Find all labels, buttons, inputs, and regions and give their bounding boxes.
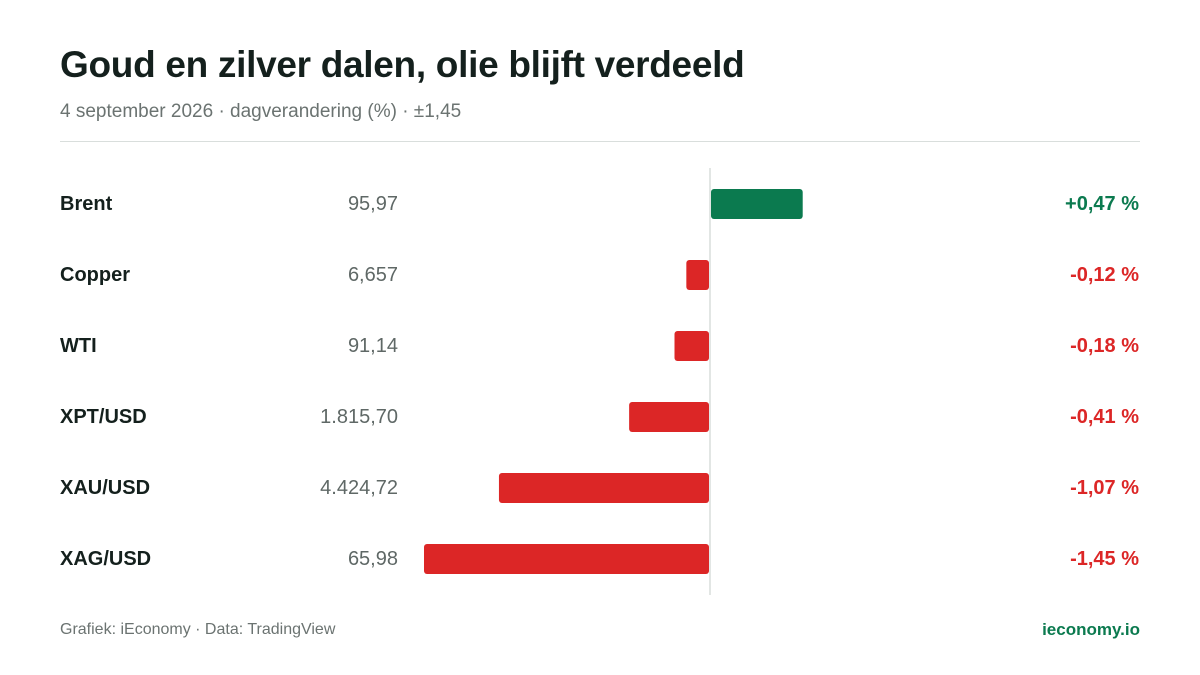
row-price-xpt-usd: 1.815,70 [320,406,398,428]
row-label-copper: Copper [60,264,130,286]
bar-wti [674,331,709,361]
bar-xag-usd [424,544,709,574]
header-divider [60,141,1140,142]
row-label-xpt-usd: XPT/USD [60,406,147,428]
row-price-xau-usd: 4.424,72 [320,477,398,499]
bar-xpt-usd [629,402,709,432]
row-label-brent: Brent [60,193,113,215]
chart-title: Goud en zilver dalen, olie blijft verdee… [60,44,745,85]
change-label-xag-usd: -1,45 % [1070,548,1139,570]
row-price-brent: 95,97 [348,193,398,215]
row-label-xag-usd: XAG/USD [60,548,151,570]
row-price-copper: 6,657 [348,264,398,286]
change-label-copper: -0,12 % [1070,264,1139,286]
bar-xau-usd [498,473,709,503]
change-label-brent: +0,47 % [1065,193,1139,215]
change-label-wti: -0,18 % [1070,335,1139,357]
change-label-xau-usd: -1,07 % [1070,477,1139,499]
bar-brent [711,189,803,219]
row-price-xag-usd: 65,98 [348,548,398,570]
row-label-wti: WTI [60,335,97,357]
row-price-wti: 91,14 [348,335,398,357]
bar-copper [686,260,709,290]
row-label-xau-usd: XAU/USD [60,477,150,499]
chart-subtitle: 4 september 2026 · dagverandering (%) · … [60,101,462,122]
change-label-xpt-usd: -0,41 % [1070,406,1139,428]
source-credit: Grafiek: iEconomy · Data: TradingView [60,621,336,638]
brand-link[interactable]: ieconomy.io [1042,620,1140,639]
